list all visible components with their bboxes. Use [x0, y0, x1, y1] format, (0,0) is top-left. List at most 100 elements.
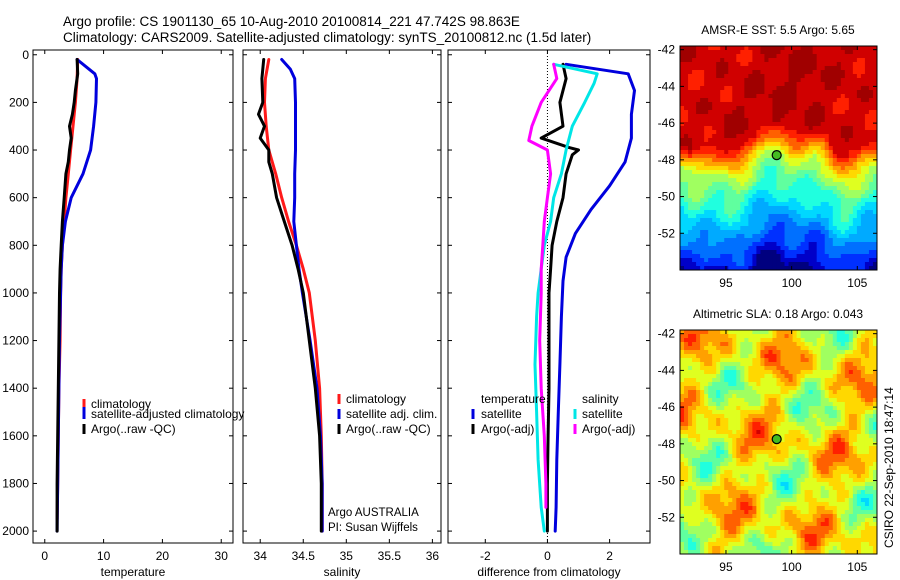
map-cell — [688, 418, 693, 423]
map-cell — [848, 82, 854, 87]
map-cell — [716, 374, 721, 379]
map-cell — [756, 70, 762, 75]
map-cell — [720, 430, 725, 435]
map-cell — [840, 446, 846, 451]
map-cell — [748, 242, 753, 247]
map-cell — [736, 178, 741, 183]
map-cell — [820, 450, 826, 455]
y-tick-label: 2000 — [2, 524, 29, 538]
map-cell — [684, 386, 689, 391]
map-cell — [720, 122, 725, 127]
map-cell — [844, 330, 850, 335]
map-cell — [824, 394, 830, 399]
series-line-argo-raw-qc- — [55, 58, 80, 533]
map-cell — [856, 378, 862, 383]
map-cell — [868, 258, 874, 263]
map-cell — [724, 214, 729, 219]
map-cell — [816, 358, 822, 363]
map-cell — [836, 46, 842, 51]
map-cell — [832, 46, 838, 51]
map-cell — [836, 226, 842, 231]
map-cell — [740, 262, 745, 267]
map-cell — [852, 154, 858, 159]
map-cell — [728, 226, 733, 231]
map-cell — [856, 110, 862, 115]
map-cell — [852, 418, 858, 423]
map-cell — [844, 410, 850, 415]
map-cell — [864, 414, 870, 419]
map-cell — [804, 462, 810, 467]
map-cell — [724, 162, 729, 167]
map-cell — [788, 442, 794, 447]
legend-label: satellite adj. clim. — [346, 407, 437, 421]
map-cell — [864, 226, 870, 231]
map-cell — [808, 422, 814, 427]
map-cell — [768, 210, 774, 215]
map-cell — [848, 142, 854, 147]
map-cell — [820, 406, 826, 411]
map-cell — [816, 190, 822, 195]
map-cell — [704, 414, 709, 419]
map-cell — [692, 202, 697, 207]
map-cell — [716, 334, 721, 339]
map-cell — [760, 122, 766, 127]
map-cell — [836, 58, 842, 63]
map-cell — [740, 218, 745, 223]
map-cell — [724, 438, 729, 443]
map-cell — [688, 350, 693, 355]
map-cell — [868, 134, 874, 139]
map-cell — [708, 222, 713, 227]
map-cell — [792, 118, 798, 123]
map-cell — [764, 378, 770, 383]
map-cell — [736, 166, 741, 171]
map-cell — [832, 266, 838, 270]
map-cell — [704, 146, 709, 151]
map-cell — [808, 466, 814, 471]
map-cell — [808, 402, 814, 407]
map-cell — [728, 390, 733, 395]
map-cell — [692, 118, 697, 123]
map-cell — [828, 426, 834, 431]
map-cell — [700, 338, 705, 343]
map-cell — [680, 114, 685, 119]
map-cell — [796, 378, 802, 383]
map-cell — [792, 62, 798, 67]
map-cell — [716, 250, 721, 255]
map-cell — [736, 182, 741, 187]
map-cell — [760, 238, 766, 243]
map-cell — [736, 494, 741, 499]
map-cell — [832, 170, 838, 175]
map-cell — [680, 254, 685, 259]
map-cell — [784, 394, 790, 399]
map-cell — [720, 378, 725, 383]
map-cell — [680, 250, 685, 255]
map-cell — [860, 138, 866, 143]
map-cell — [816, 406, 822, 411]
map-cell — [720, 154, 725, 159]
map-cell — [740, 142, 745, 147]
map-cell — [716, 86, 721, 91]
map-cell — [792, 194, 798, 199]
map-cell — [748, 78, 753, 83]
map-cell — [716, 238, 721, 243]
map-cell — [872, 338, 877, 343]
map-cell — [860, 494, 866, 499]
map-cell — [788, 162, 794, 167]
map-cell — [776, 330, 782, 335]
map-cell — [700, 78, 705, 83]
map-cell — [868, 170, 874, 175]
map-cell — [744, 490, 749, 495]
map-cell — [736, 118, 741, 123]
map-cell — [768, 86, 774, 91]
map-cell — [724, 482, 729, 487]
map-cell — [740, 474, 745, 479]
map-cell — [764, 486, 770, 491]
map-cell — [740, 126, 745, 131]
map-cell — [744, 498, 749, 503]
map-cell — [728, 82, 733, 87]
map-cell — [836, 382, 842, 387]
map-cell — [760, 494, 766, 499]
map-cell — [864, 430, 870, 435]
map-cell — [744, 350, 749, 355]
map-cell — [864, 354, 870, 359]
